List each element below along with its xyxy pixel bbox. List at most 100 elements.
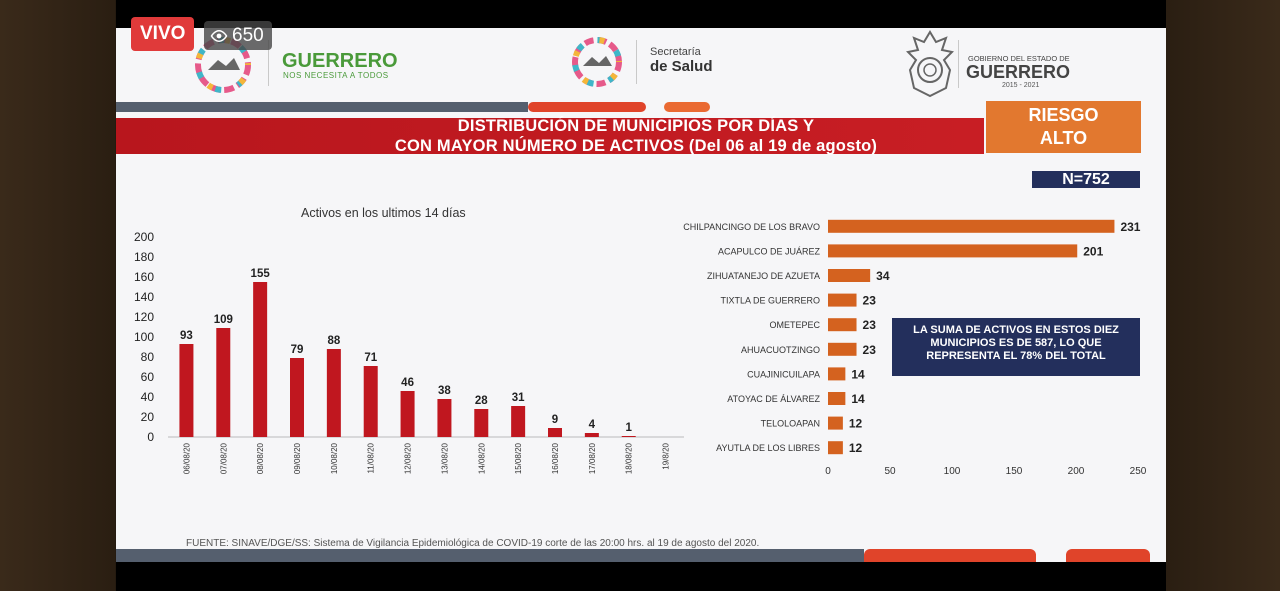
x-tick-label: 11/08/20 xyxy=(367,442,376,473)
daily-bar-value-label: 38 xyxy=(438,385,451,397)
daily-bar-value-label: 28 xyxy=(475,395,488,407)
daily-bar xyxy=(474,409,489,437)
salud-logo-line1: Secretaría xyxy=(650,46,701,58)
y-tick-label: 60 xyxy=(141,370,155,384)
viewer-count: 650 xyxy=(232,25,264,46)
municipality-label: ACAPULCO DE JUÁREZ xyxy=(718,246,821,256)
summary-note: LA SUMA DE ACTIVOS EN ESTOS DIEZ MUNICIP… xyxy=(892,318,1140,376)
municipality-bar xyxy=(828,219,1115,233)
header-stripe-gray xyxy=(116,102,528,112)
daily-bar xyxy=(584,433,599,437)
x-tick-label: 150 xyxy=(1006,466,1023,477)
daily-bar-value-label: 93 xyxy=(180,330,193,342)
risk-badge: RIESGO ALTO xyxy=(986,101,1141,153)
x-tick-label: 200 xyxy=(1068,466,1085,477)
municipality-value-label: 23 xyxy=(863,343,877,357)
y-tick-label: 160 xyxy=(134,270,154,284)
source-note: FUENTE: SINAVE/DGE/SS: Sistema de Vigila… xyxy=(186,538,760,549)
municipality-label: CUAJINICUILAPA xyxy=(747,369,820,379)
municipality-bar xyxy=(828,416,843,430)
municipality-bar xyxy=(828,392,846,405)
presentation-slide: GUERRERO NOS NECESITA A TODOS Secretaría… xyxy=(116,28,1166,562)
daily-bar xyxy=(326,349,341,437)
daily-active-bar-chart: 0204060801001201401601802009306/08/20109… xyxy=(134,230,684,474)
x-tick-label: 15/08/20 xyxy=(514,442,523,474)
municipality-label: OMETEPEC xyxy=(769,320,820,330)
daily-bar xyxy=(437,399,452,437)
municipality-value-label: 14 xyxy=(851,367,865,381)
municipality-value-label: 23 xyxy=(863,318,877,332)
municipality-bar xyxy=(828,342,857,356)
x-tick-label: 19/8/20 xyxy=(662,442,671,469)
viewer-count-badge: 650 xyxy=(204,21,272,50)
y-tick-label: 0 xyxy=(147,430,154,444)
x-tick-label: 250 xyxy=(1130,466,1147,477)
title-banner xyxy=(116,118,984,154)
daily-bar xyxy=(621,436,636,437)
y-tick-label: 140 xyxy=(134,290,154,304)
y-tick-label: 200 xyxy=(134,230,154,244)
daily-bar xyxy=(179,344,194,437)
logo-divider xyxy=(958,40,959,88)
header-stripe-red xyxy=(528,102,646,112)
daily-chart-title: Activos en los ultimos 14 días xyxy=(301,206,466,220)
x-tick-label: 18/08/20 xyxy=(625,442,634,474)
total-n-badge: N=752 xyxy=(1032,171,1140,188)
x-tick-label: 08/08/20 xyxy=(256,442,265,474)
municipality-bar xyxy=(828,269,871,282)
state-logo-line2: GUERRERO xyxy=(966,62,1071,82)
slide-title-line2: CON MAYOR NÚMERO DE ACTIVOS (Del 06 al 1… xyxy=(394,137,878,155)
municipality-value-label: 23 xyxy=(863,294,877,308)
y-tick-label: 80 xyxy=(141,350,155,364)
municipality-value-label: 12 xyxy=(849,417,863,431)
daily-bar-value-label: 79 xyxy=(291,344,304,356)
municipality-bar-chart: CHILPANCINGO DE LOS BRAVO 231 ACAPULCO DE … xyxy=(683,219,1147,477)
salud-logo-icon xyxy=(572,37,622,87)
municipality-value-label: 231 xyxy=(1120,220,1140,234)
y-tick-label: 180 xyxy=(134,250,154,264)
y-tick-label: 120 xyxy=(134,310,154,324)
x-tick-label: 100 xyxy=(944,466,961,477)
daily-bar xyxy=(290,358,304,437)
municipality-label: ATOYAC DE ÁLVAREZ xyxy=(727,394,820,404)
daily-bar xyxy=(253,282,268,437)
x-tick-label: 0 xyxy=(825,466,831,477)
daily-bar-value-label: 9 xyxy=(552,414,558,426)
municipality-value-label: 201 xyxy=(1083,244,1103,258)
slide-title: DISTRIBUCIÓN DE MUNICIPIOS POR DÍAS Y CO… xyxy=(276,116,996,156)
municipality-label: TIXTLA DE GUERRERO xyxy=(720,296,820,306)
municipality-label: CHILPANCINGO DE LOS BRAVO xyxy=(683,222,820,232)
municipality-value-label: 14 xyxy=(851,392,865,406)
municipality-bar xyxy=(828,244,1078,258)
daily-bar-value-label: 4 xyxy=(589,419,596,431)
logo-divider xyxy=(636,40,637,84)
eye-icon xyxy=(210,29,228,42)
risk-line2: ALTO xyxy=(1039,128,1088,148)
daily-bar-value-label: 71 xyxy=(364,352,377,364)
municipality-label: AHUACUOTZINGO xyxy=(741,345,820,355)
x-tick-label: 09/08/20 xyxy=(293,442,302,474)
x-tick-label: 06/08/20 xyxy=(182,442,191,474)
municipality-bar xyxy=(828,318,857,332)
x-tick-label: 14/08/20 xyxy=(477,442,486,474)
footer-stripe-gray xyxy=(116,549,864,562)
daily-bar-value-label: 31 xyxy=(512,392,525,404)
salud-logo-line2: de Salud xyxy=(650,58,713,75)
daily-bar-value-label: 155 xyxy=(251,268,271,280)
y-tick-label: 20 xyxy=(141,410,155,424)
y-tick-label: 40 xyxy=(141,390,155,404)
x-tick-label: 50 xyxy=(884,466,896,477)
x-tick-label: 12/08/20 xyxy=(404,442,413,474)
daily-bar-value-label: 46 xyxy=(401,377,414,389)
municipality-bar xyxy=(828,293,857,307)
x-tick-label: 13/08/20 xyxy=(440,442,449,474)
municipality-bar xyxy=(828,367,846,381)
daily-bar xyxy=(548,428,562,437)
state-seal-icon xyxy=(906,30,954,98)
daily-bar-value-label: 88 xyxy=(327,335,340,347)
guerrero-logo-title: GUERRERO xyxy=(282,50,398,72)
municipality-value-label: 34 xyxy=(876,269,890,283)
slide-title-line1: DISTRIBUCIÓN DE MUNICIPIOS POR DÍAS Y xyxy=(457,117,815,135)
footer-stripe-red xyxy=(1066,549,1150,562)
live-badge: VIVO xyxy=(131,17,195,51)
